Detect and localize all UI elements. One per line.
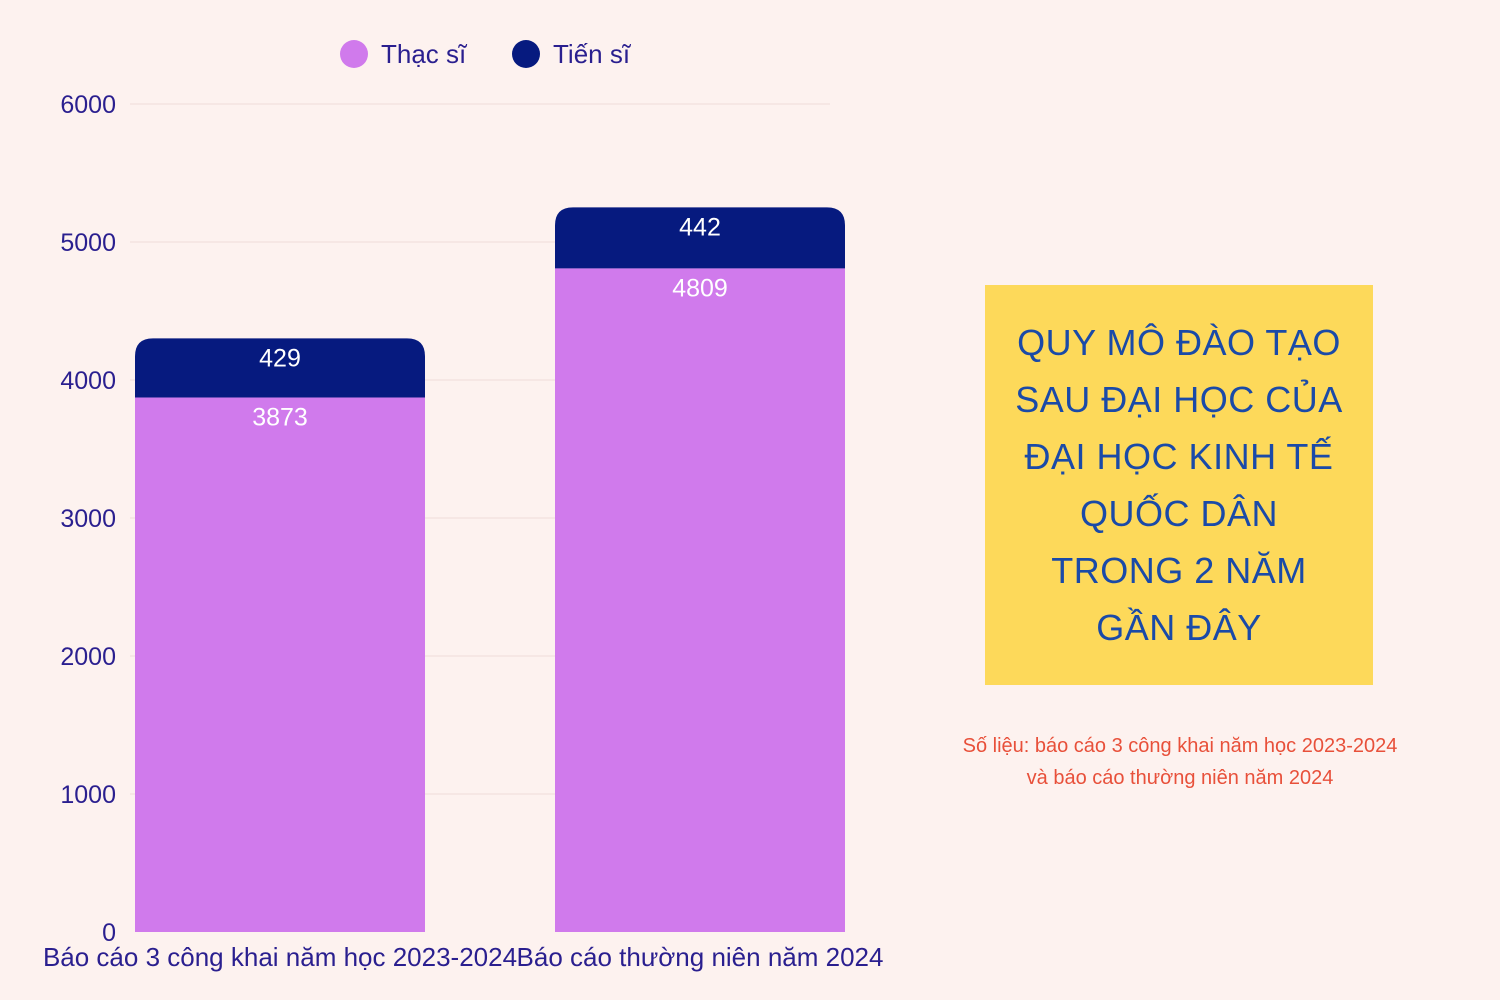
title-line: QUỐC DÂN	[1079, 493, 1278, 534]
y-tick-label: 3000	[60, 505, 116, 533]
x-axis-ticks: Báo cáo 3 công khai năm học 2023-2024 Báo…	[43, 942, 884, 972]
title-line: ĐẠI HỌC KINH TẾ	[1024, 436, 1334, 477]
legend: Thạc sĩ Tiến sĩ	[340, 39, 632, 69]
bar-segment-tien-si	[135, 338, 425, 398]
bar-segment-tien-si	[555, 207, 845, 269]
bars	[135, 207, 845, 932]
title-line: SAU ĐẠI HỌC CỦA	[1015, 379, 1343, 420]
x-tick-label: Báo cáo thường niên năm 2024	[517, 942, 884, 972]
title-box: QUY MÔ ĐÀO TẠO SAU ĐẠI HỌC CỦA ĐẠI HỌC K…	[985, 285, 1373, 685]
title-line: GẦN ĐÂY	[1096, 607, 1262, 648]
y-tick-label: 1000	[60, 781, 116, 809]
y-tick-label: 4000	[60, 367, 116, 395]
source-line: Số liệu: báo cáo 3 công khai năm học 202…	[962, 735, 1398, 757]
title-line: TRONG 2 NĂM	[1051, 550, 1307, 591]
legend-swatch	[340, 40, 368, 68]
source-line: và báo cáo thường niên năm 2024	[1026, 767, 1334, 789]
data-label: 429	[259, 344, 301, 372]
data-label: 442	[679, 213, 721, 241]
legend-label: Thạc sĩ	[381, 39, 468, 69]
y-axis-ticks: 0 1000 2000 3000 4000 5000 6000	[60, 91, 116, 947]
legend-label: Tiến sĩ	[553, 39, 632, 69]
data-label: 4809	[672, 274, 728, 302]
chart-title: QUY MÔ ĐÀO TẠO SAU ĐẠI HỌC CỦA ĐẠI HỌC K…	[1015, 314, 1343, 656]
title-line: QUY MÔ ĐÀO TẠO	[1017, 322, 1341, 363]
legend-swatch	[512, 40, 540, 68]
source-note: Số liệu: báo cáo 3 công khai năm học 202…	[940, 730, 1420, 794]
x-tick-label: Báo cáo 3 công khai năm học 2023-2024	[43, 942, 517, 972]
bar-segment-thac-si	[555, 268, 845, 932]
y-tick-label: 0	[102, 919, 116, 947]
y-tick-label: 6000	[60, 91, 116, 119]
data-labels: 3873 429 4809 442	[252, 213, 728, 431]
y-tick-label: 5000	[60, 229, 116, 257]
y-tick-label: 2000	[60, 643, 116, 671]
data-label: 3873	[252, 404, 308, 432]
bar-segment-thac-si	[135, 397, 425, 932]
